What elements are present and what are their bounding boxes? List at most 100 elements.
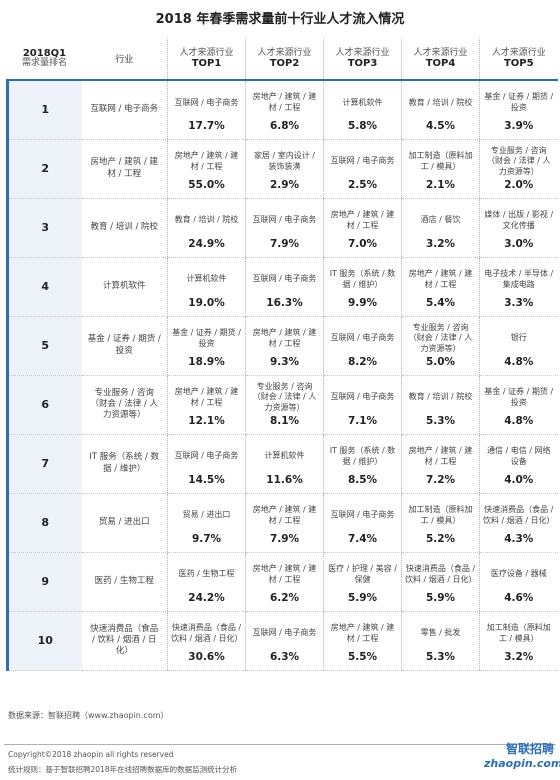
source-top1-cell: 房地产 / 建筑 / 建材 / 工程 55.0%: [167, 139, 246, 199]
header-rank: 2018Q1 需求量排名: [8, 38, 82, 80]
source-top1-cell: 教育 / 培训 / 院校 24.9%: [167, 198, 246, 258]
source-top4-cell: 教育 / 培训 / 院校 4.5%: [401, 79, 480, 140]
table-body: 1 互联网 / 电子商务 互联网 / 电子商务 17.7% 房地产 / 建筑 / 建材 …: [6, 79, 558, 671]
source-top5-cell: 银行 4.8%: [479, 316, 558, 376]
source-share-value: 7.4%: [347, 533, 378, 545]
industry-cell: 互联网 / 电子商务: [81, 79, 168, 140]
source-top2-cell: 房地产 / 建筑 / 建材 / 工程 7.9%: [245, 493, 324, 553]
source-industry-name: 基金 / 证券 / 期货 / 投资: [484, 92, 554, 112]
source-industry-name: 互联网 / 电子商务: [174, 97, 239, 107]
source-industry-name: 房地产 / 建筑 / 建材 / 工程: [330, 623, 395, 643]
source-top1-cell: 快速消费品（食品 / 饮料 / 烟酒 / 日化） 30.6%: [167, 611, 246, 671]
source-top2-cell: 互联网 / 电子商务 6.3%: [245, 611, 324, 671]
table-row: 3 教育 / 培训 / 院校 教育 / 培训 / 院校 24.9% 互联网 / 电子商务…: [6, 198, 558, 258]
source-top1-cell: 互联网 / 电子商务 17.7%: [167, 79, 246, 140]
source-top5-cell: 媒体 / 出版 / 影视 / 文化传播 3.0%: [479, 198, 558, 258]
logo-cn-text: 智联招聘: [505, 742, 554, 756]
page-title: 2018 年春季需求量前十行业人才流入情况: [155, 12, 405, 27]
source-industry-name: 房地产 / 建筑 / 建材 / 工程: [252, 505, 317, 525]
source-share-value: 7.9%: [269, 238, 300, 250]
source-share-value: 3.2%: [504, 651, 534, 663]
source-share-value: 8.1%: [269, 415, 300, 428]
source-share-value: 3.9%: [504, 120, 534, 133]
source-industry-name: 加工制造（原料加工 / 模具）: [408, 505, 473, 525]
source-top4-cell: 加工制造（原料加工 / 模具） 5.2%: [401, 493, 480, 553]
source-industry-name: 快速消费品（食品 / 饮料 / 烟酒 / 日化）: [405, 564, 477, 584]
table-header-row: 2018Q1 需求量排名 行业 人才来源行业 TOP1 人才来源行业 TOP2 …: [8, 38, 558, 80]
source-top2-cell: 计算机软件 11.6%: [245, 434, 324, 494]
source-share-value: 17.7%: [188, 120, 225, 133]
logo-en-text: zhaopin.com: [484, 757, 560, 770]
source-industry-name: 加工制造（原料加工 / 模具）: [408, 151, 473, 171]
header-top2: 人才来源行业 TOP2: [245, 38, 324, 80]
source-top3-cell: 房地产 / 建筑 / 建材 / 工程 7.0%: [323, 198, 402, 258]
source-share-value: 4.8%: [504, 356, 534, 368]
source-top1-cell: 贸易 / 进出口 9.7%: [167, 493, 246, 553]
source-industry-name: 专业服务 / 咨询（财会 / 法律 / 人力资源等）: [252, 381, 317, 412]
source-share-value: 4.0%: [504, 474, 534, 486]
source-top3-cell: 互联网 / 电子商务 2.5%: [323, 139, 402, 199]
source-industry-name: 零售 / 批发: [420, 628, 461, 638]
source-top1-cell: 医药 / 生物工程 24.2%: [167, 552, 246, 612]
source-top4-cell: 教育 / 培训 / 院校 5.3%: [401, 375, 480, 435]
source-top3-cell: 房地产 / 建筑 / 建材 / 工程 5.5%: [323, 611, 402, 671]
source-share-value: 5.3%: [425, 651, 456, 663]
source-share-value: 4.5%: [425, 120, 456, 133]
source-share-value: 18.9%: [188, 356, 225, 368]
source-industry-name: 房地产 / 建筑 / 建材 / 工程: [408, 269, 473, 289]
source-share-value: 16.3%: [266, 297, 303, 309]
source-industry-name: 贸易 / 进出口: [182, 510, 231, 520]
industry-cell: 快速消费品（食品 / 饮料 / 烟酒 / 日化）: [81, 611, 168, 671]
industry-cell: 房地产 / 建筑 / 建材 / 工程: [81, 139, 168, 199]
source-industry-name: IT 服务（系统 / 数据 / 维护）: [329, 446, 396, 466]
header-source-label: 人才来源行业: [179, 47, 234, 58]
source-share-value: 4.8%: [504, 415, 534, 427]
source-top5-cell: 基金 / 证券 / 期货 / 投资 3.9%: [479, 79, 558, 140]
rank-cell: 5: [6, 316, 82, 376]
source-share-value: 2.1%: [425, 179, 456, 191]
source-industry-name: 房地产 / 建筑 / 建材 / 工程: [330, 210, 395, 230]
header-level: TOP1: [191, 57, 222, 69]
source-share-value: 5.9%: [347, 592, 378, 604]
source-top3-cell: 互联网 / 电子商务 7.4%: [323, 493, 402, 553]
source-industry-name: 互联网 / 电子商务: [330, 156, 395, 166]
source-industry-name: 计算机软件: [186, 274, 227, 284]
talent-flow-table: 2018Q1 需求量排名 行业 人才来源行业 TOP1 人才来源行业 TOP2 …: [6, 38, 558, 671]
source-share-value: 5.4%: [425, 297, 456, 309]
rank-cell: 9: [6, 552, 82, 612]
source-share-value: 6.2%: [269, 592, 300, 604]
table-row: 7 IT 服务（系统 / 数据 / 维护） 互联网 / 电子商务 14.5% 计算机软件…: [6, 434, 558, 494]
source-top5-cell: 专业服务 / 咨询（财会 / 法律 / 人力资源等） 2.0%: [479, 139, 558, 199]
source-industry-name: 互联网 / 电子商务: [330, 333, 395, 343]
source-industry-name: 互联网 / 电子商务: [330, 392, 395, 402]
source-industry-name: 通信 / 电信 / 网络设备: [486, 446, 551, 466]
industry-cell: 贸易 / 进出口: [81, 493, 168, 553]
source-industry-name: 计算机软件: [342, 97, 383, 107]
rank-cell: 10: [6, 611, 82, 671]
source-top5-cell: 快速消费品（食品 / 饮料 / 烟酒 / 日化） 4.3%: [479, 493, 558, 553]
source-industry-name: 房地产 / 建筑 / 建材 / 工程: [252, 328, 317, 348]
source-top2-cell: 房地产 / 建筑 / 建材 / 工程 9.3%: [245, 316, 324, 376]
source-industry-name: 快速消费品（食品 / 饮料 / 烟酒 / 日化）: [483, 505, 555, 525]
source-share-value: 5.2%: [425, 533, 456, 545]
industry-cell: 教育 / 培训 / 院校: [81, 198, 168, 258]
source-share-value: 11.6%: [266, 474, 303, 486]
source-share-value: 2.5%: [347, 179, 378, 191]
source-industry-name: 房地产 / 建筑 / 建材 / 工程: [252, 564, 317, 584]
source-top5-cell: 医疗设备 / 器械 4.6%: [479, 552, 558, 612]
source-share-value: 9.3%: [269, 356, 300, 368]
source-top2-cell: 房地产 / 建筑 / 建材 / 工程 6.8%: [245, 79, 324, 140]
header-level: TOP3: [347, 57, 378, 69]
source-industry-name: IT 服务（系统 / 数据 / 维护）: [329, 269, 396, 289]
source-industry-name: 加工制造（原料加工 / 模具）: [486, 623, 551, 643]
source-top5-cell: 加工制造（原料加工 / 模具） 3.2%: [479, 611, 558, 671]
footer-divider: [4, 744, 556, 745]
source-top5-cell: 基金 / 证券 / 期货 / 投资 4.8%: [479, 375, 558, 435]
header-source-label: 人才来源行业: [257, 47, 312, 58]
source-industry-name: 房地产 / 建筑 / 建材 / 工程: [252, 92, 317, 112]
industry-cell: 计算机软件: [81, 257, 168, 317]
source-industry-name: 基金 / 证券 / 期货 / 投资: [484, 387, 554, 407]
source-top1-cell: 基金 / 证券 / 期货 / 投资 18.9%: [167, 316, 246, 376]
source-top2-cell: 家居 / 室内设计 / 装饰装潢 2.9%: [245, 139, 324, 199]
source-share-value: 14.5%: [188, 474, 225, 486]
